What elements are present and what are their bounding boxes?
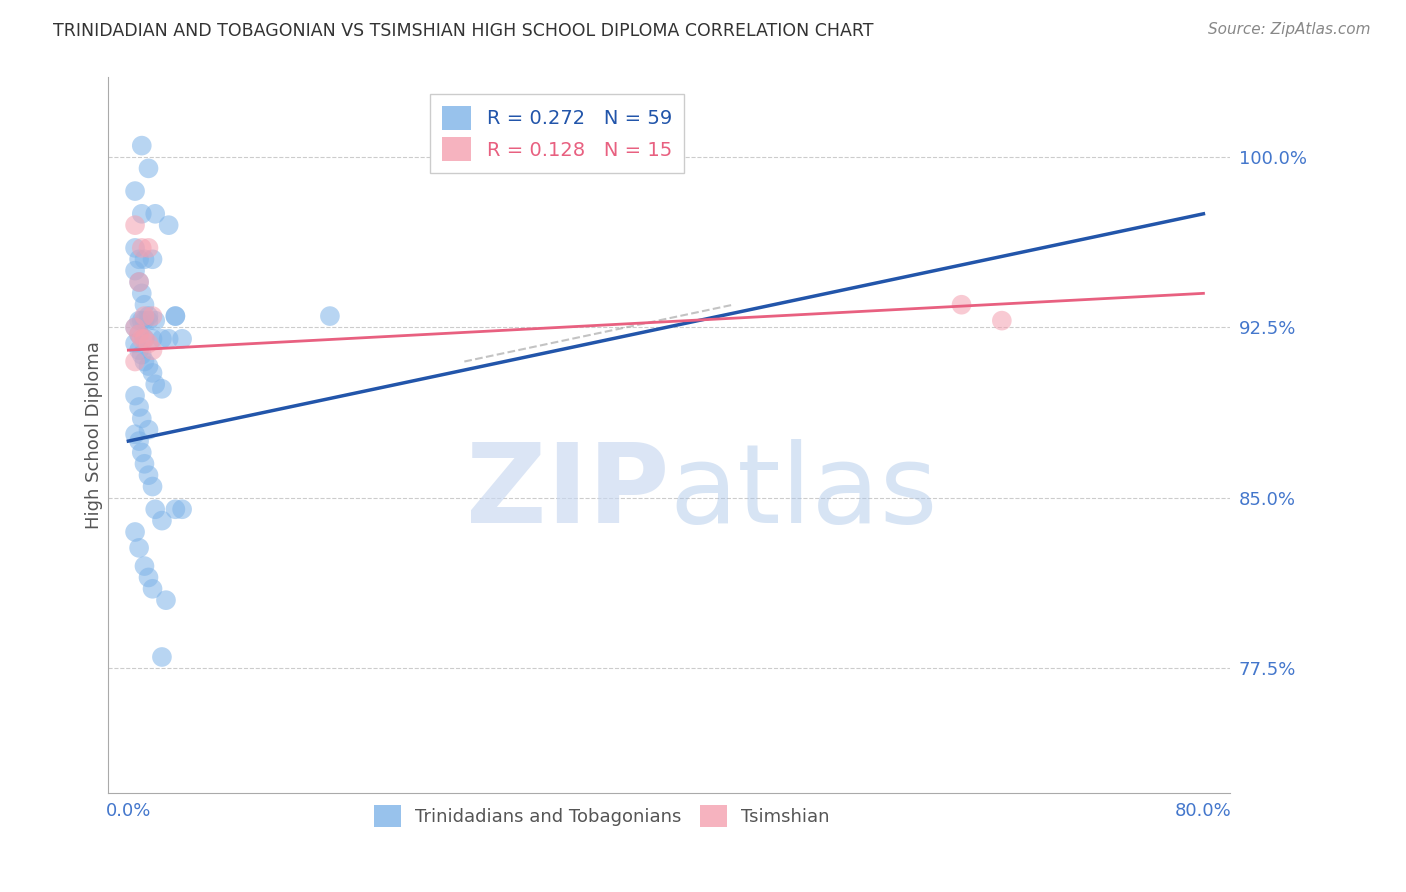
Point: [131, 207, 153, 221]
Point: [143, 502, 166, 516]
Point: [143, 377, 166, 392]
Point: [124, 389, 146, 403]
Point: [131, 138, 153, 153]
Point: [134, 559, 156, 574]
Point: [950, 298, 973, 312]
Text: ZIP: ZIP: [465, 439, 669, 546]
Point: [138, 241, 160, 255]
Point: [134, 457, 156, 471]
Legend: Trinidadians and Tobagonians, Tsimshian: Trinidadians and Tobagonians, Tsimshian: [367, 798, 837, 834]
Point: [134, 298, 156, 312]
Point: [138, 570, 160, 584]
Point: [138, 423, 160, 437]
Point: [155, 593, 177, 607]
Point: [124, 427, 146, 442]
Point: [165, 309, 187, 323]
Y-axis label: High School Diploma: High School Diploma: [86, 342, 103, 529]
Point: [128, 541, 150, 555]
Point: [128, 275, 150, 289]
Point: [124, 263, 146, 277]
Point: [131, 286, 153, 301]
Point: [141, 252, 163, 267]
Point: [141, 343, 163, 358]
Point: [131, 332, 153, 346]
Point: [124, 354, 146, 368]
Point: [172, 502, 194, 516]
Point: [124, 184, 146, 198]
Point: [141, 582, 163, 596]
Point: [150, 382, 173, 396]
Point: [138, 359, 160, 373]
Point: [131, 445, 153, 459]
Point: [134, 252, 156, 267]
Point: [157, 332, 180, 346]
Point: [150, 650, 173, 665]
Point: [134, 332, 156, 346]
Point: [141, 309, 163, 323]
Point: [128, 400, 150, 414]
Point: [124, 336, 146, 351]
Point: [165, 309, 187, 323]
Point: [165, 502, 187, 516]
Point: [128, 313, 150, 327]
Point: [991, 313, 1014, 327]
Point: [128, 252, 150, 267]
Point: [134, 354, 156, 368]
Point: [150, 514, 173, 528]
Point: [138, 161, 160, 176]
Point: [141, 479, 163, 493]
Point: [124, 218, 146, 232]
Text: TRINIDADIAN AND TOBAGONIAN VS TSIMSHIAN HIGH SCHOOL DIPLOMA CORRELATION CHART: TRINIDADIAN AND TOBAGONIAN VS TSIMSHIAN …: [53, 22, 875, 40]
Point: [128, 327, 150, 342]
Point: [124, 241, 146, 255]
Point: [141, 332, 163, 346]
Point: [134, 332, 156, 346]
Point: [134, 313, 156, 327]
Point: [131, 313, 153, 327]
Point: [124, 320, 146, 334]
Point: [138, 468, 160, 483]
Point: [172, 332, 194, 346]
Point: [128, 434, 150, 448]
Point: [131, 241, 153, 255]
Text: atlas: atlas: [669, 439, 938, 546]
Point: [138, 336, 160, 351]
Point: [134, 309, 156, 323]
Point: [128, 343, 150, 358]
Point: [143, 313, 166, 327]
Text: Source: ZipAtlas.com: Source: ZipAtlas.com: [1208, 22, 1371, 37]
Point: [128, 327, 150, 342]
Point: [124, 524, 146, 539]
Point: [143, 207, 166, 221]
Point: [131, 411, 153, 425]
Point: [150, 332, 173, 346]
Point: [319, 309, 342, 323]
Point: [128, 275, 150, 289]
Point: [157, 218, 180, 232]
Point: [138, 309, 160, 323]
Point: [124, 320, 146, 334]
Point: [141, 366, 163, 380]
Point: [138, 313, 160, 327]
Point: [131, 348, 153, 362]
